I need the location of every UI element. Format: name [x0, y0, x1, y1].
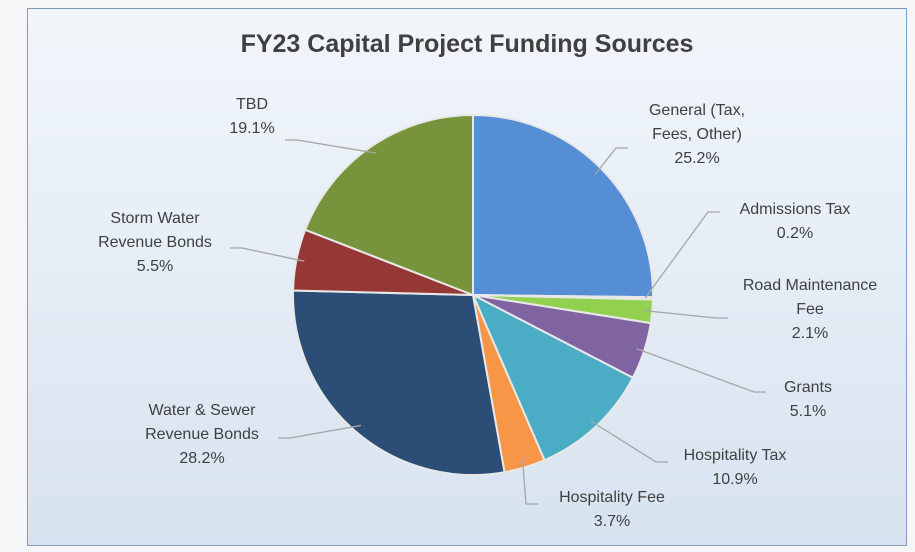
category-label: Admissions Tax: [739, 201, 851, 218]
value-label: 5.1%: [789, 403, 827, 420]
leader-line: [285, 139, 376, 154]
data-label: Storm Water Revenue Bonds 5.5%: [80, 207, 230, 279]
chart-title: FY23 Capital Project Funding Sources: [240, 30, 694, 58]
category-label: Hospitality Fee: [559, 489, 665, 506]
value-label: 25.2%: [674, 150, 720, 167]
pie-slice: [472, 113, 654, 299]
category-label: Hospitality Tax: [683, 447, 787, 464]
value-label: 0.2%: [776, 225, 814, 242]
data-label: Admissions Tax 0.2%: [710, 198, 880, 246]
pie-slice: [303, 113, 474, 297]
value-label: 28.2%: [179, 450, 225, 467]
leader-line: [590, 420, 668, 463]
data-label: Hospitality Tax 10.9%: [665, 444, 805, 492]
category-label: Grants: [783, 379, 832, 396]
data-label: Hospitality Fee 3.7%: [537, 486, 687, 534]
category-label: Storm Water Revenue Bonds: [98, 210, 212, 251]
data-label: Road Maintenance Fee 2.1%: [735, 274, 885, 346]
category-label: Road Maintenance Fee: [742, 277, 878, 318]
leader-line: [644, 211, 720, 299]
category-label: General (Tax, Fees, Other): [648, 102, 746, 143]
value-label: 19.1%: [229, 120, 275, 137]
value-label: 5.5%: [136, 258, 174, 275]
data-label: Water & Sewer Revenue Bonds 28.2%: [122, 399, 282, 471]
leader-line: [521, 459, 538, 505]
data-label: TBD 19.1%: [212, 93, 292, 141]
leader-line: [644, 310, 728, 319]
leader-line: [278, 424, 361, 439]
category-label: Water & Sewer Revenue Bonds: [145, 402, 259, 443]
leader-line: [636, 348, 766, 393]
value-label: 3.7%: [593, 513, 631, 530]
pie-slice: [470, 292, 635, 462]
data-label: Grants 5.1%: [768, 376, 848, 424]
leader-line: [230, 247, 305, 262]
value-label: 2.1%: [791, 325, 829, 342]
category-label: TBD: [236, 96, 268, 113]
value-label: 10.9%: [712, 471, 758, 488]
leader-line: [594, 147, 628, 175]
data-label: General (Tax, Fees, Other) 25.2%: [637, 99, 757, 171]
pie-slice: [292, 289, 506, 476]
